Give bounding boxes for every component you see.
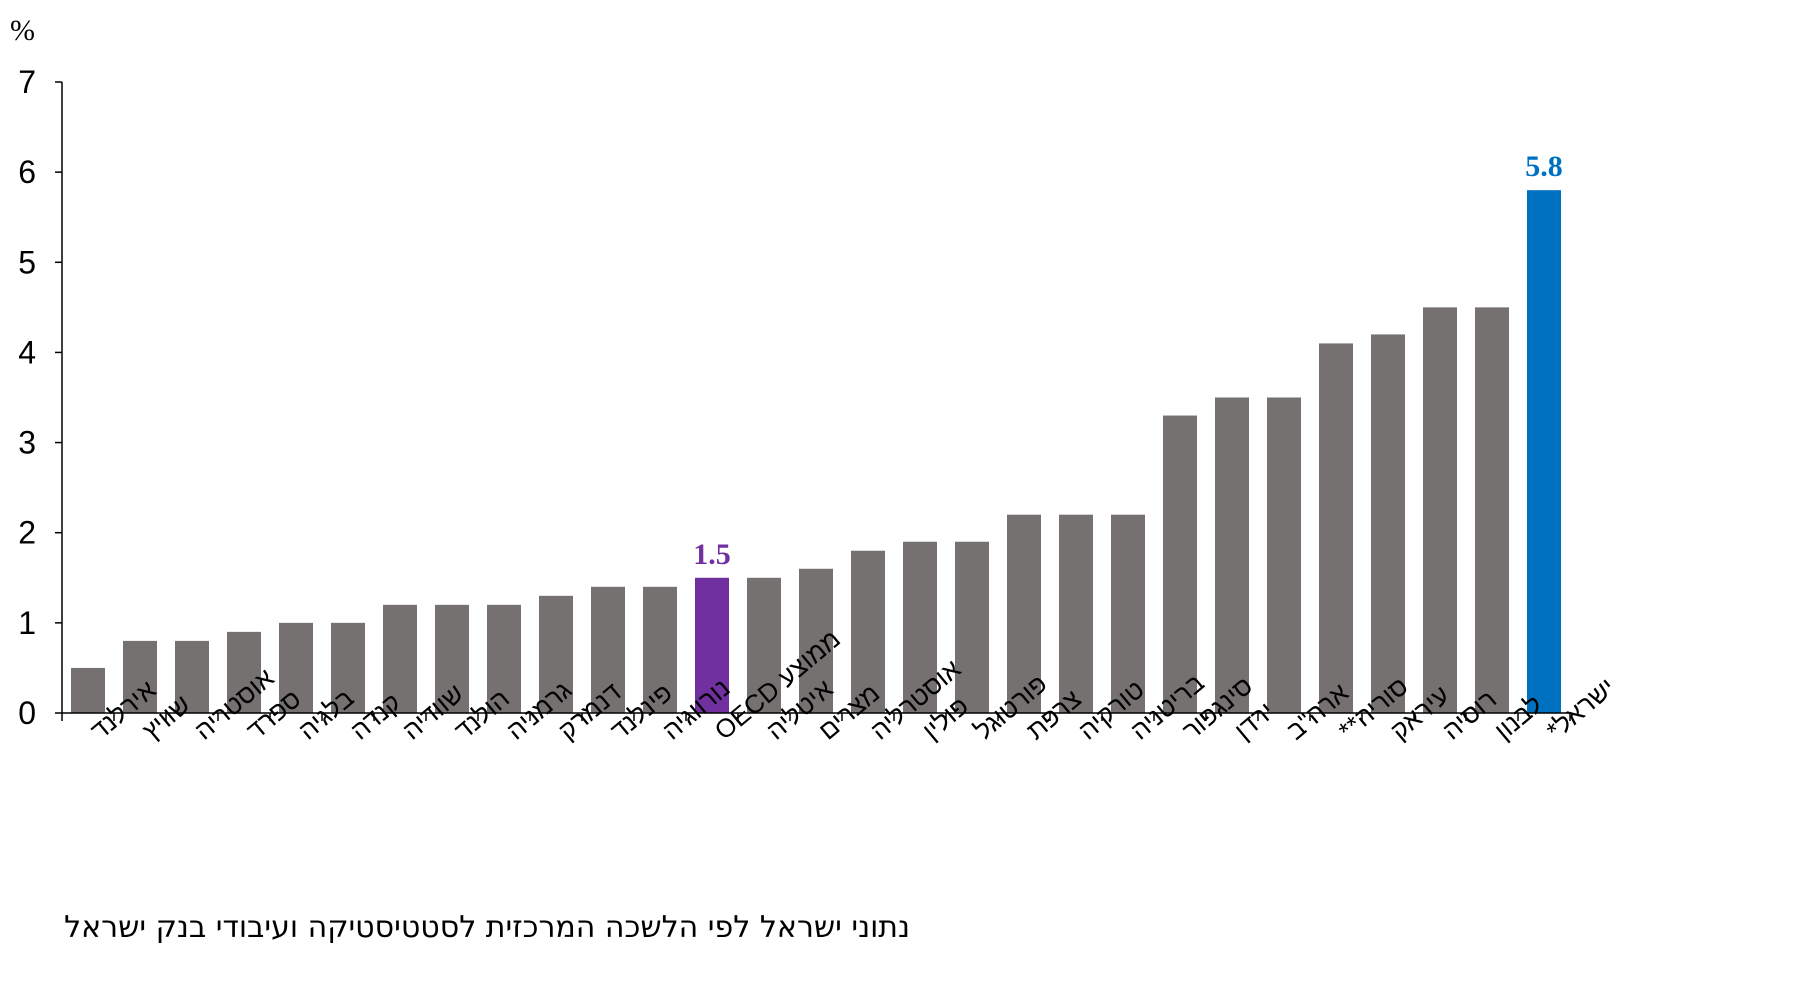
bar [695,577,729,713]
bar [1371,334,1405,713]
data-label: 5.8 [1525,150,1563,183]
bar [175,640,209,713]
data-label: 1.5 [693,538,731,571]
bar [747,577,781,713]
y-tick-label: 0 [18,695,36,731]
y-tick-label: 7 [18,64,36,100]
y-axis-unit-label: % [10,14,35,47]
bar [1319,343,1353,713]
bar [1111,514,1145,713]
y-axis-ticks: 0 1 2 3 4 5 6 7 [18,64,1571,731]
bar [1059,514,1093,713]
bar [903,541,937,713]
y-tick-label: 2 [18,515,36,551]
y-tick-label: 6 [18,154,36,190]
bar [539,595,573,713]
bar [1475,307,1509,713]
bar [591,586,625,713]
bar [279,622,313,713]
bar [331,622,365,713]
y-tick-label: 3 [18,425,36,461]
y-tick-label: 4 [18,334,36,370]
bar [71,667,105,713]
bar [123,640,157,713]
bar [1007,514,1041,713]
bar [227,631,261,713]
bar [955,541,989,713]
bar [851,550,885,713]
bar [799,568,833,713]
source-note: נתוני ישראל לפי הלשכה המרכזית לסטטיסטיקה… [64,910,910,945]
y-tick-label: 5 [18,244,36,280]
data-labels: 1.5 5.8 [693,150,1563,571]
bars-group [71,190,1561,713]
bar [383,604,417,713]
bar [1423,307,1457,713]
bar [643,586,677,713]
bar [1527,190,1561,713]
bar [435,604,469,713]
bar [1163,415,1197,713]
bar [1267,397,1301,713]
bar [487,604,521,713]
y-tick-label: 1 [18,605,36,641]
bar [1215,397,1249,713]
